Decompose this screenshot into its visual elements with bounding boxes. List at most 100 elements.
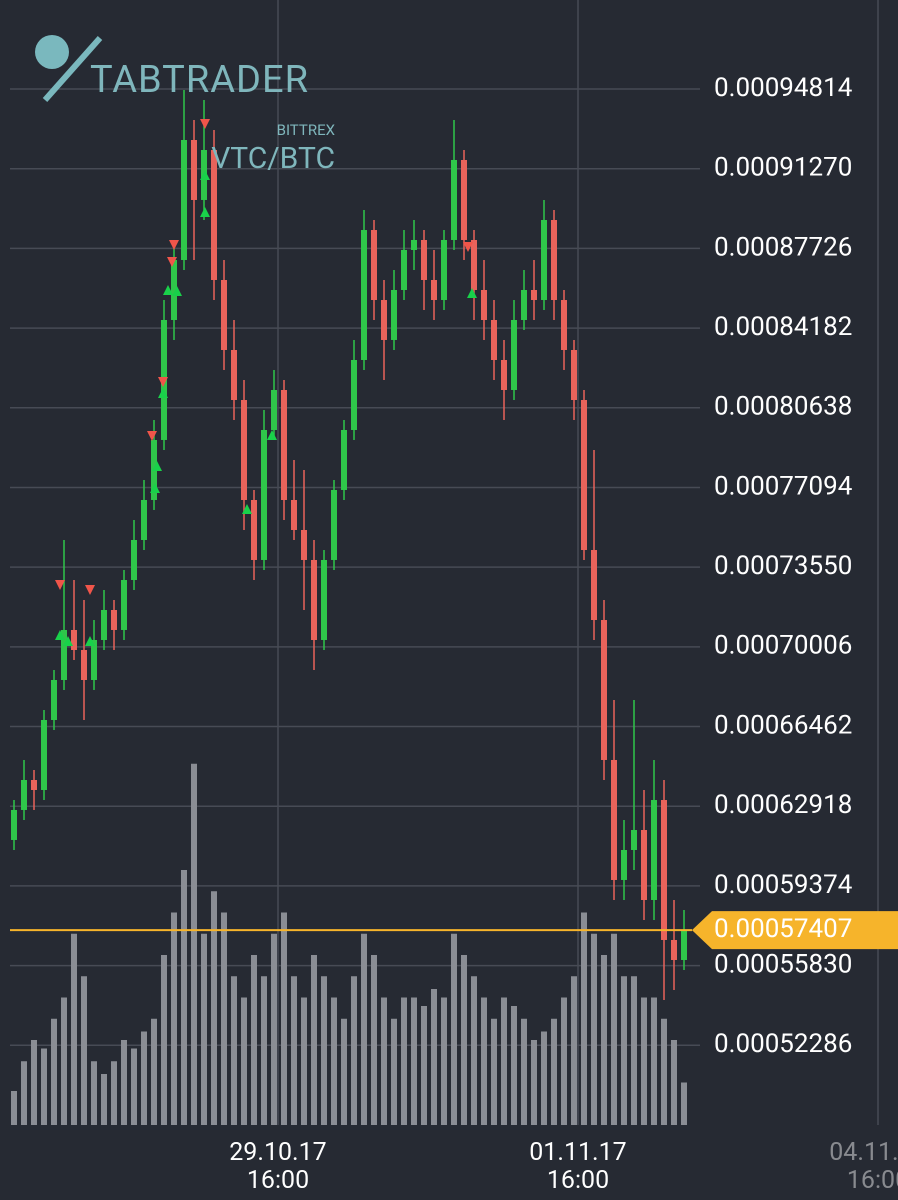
volume-bar (491, 1018, 497, 1125)
volume-bar (241, 997, 247, 1125)
candle-body (461, 159, 467, 240)
last-price-tag (692, 911, 898, 950)
candle-body (221, 279, 227, 350)
y-tick-label: 0.00073550 (714, 551, 852, 581)
candle-body (441, 239, 447, 301)
candle-body (671, 939, 677, 960)
buy-marker (467, 288, 477, 298)
buy-marker (163, 285, 173, 295)
volume-bar (91, 1061, 97, 1125)
volume-bar (631, 976, 637, 1125)
volume-bar (71, 933, 77, 1125)
volume-bar (411, 997, 417, 1125)
candle-body (531, 290, 537, 301)
volume-layer (11, 763, 687, 1125)
volume-bar (421, 1006, 427, 1125)
buy-marker (55, 630, 65, 640)
candle-body (121, 580, 127, 630)
y-tick-label: 0.00080638 (714, 392, 852, 422)
x-tick-label: 01.11.17 16:00 (529, 1138, 627, 1195)
volume-bar (581, 912, 587, 1125)
volume-bar (61, 997, 67, 1125)
candle-body (491, 319, 497, 361)
logo: TABTRADER BITTREX VTC/BTC (35, 35, 336, 176)
candle-body (51, 680, 57, 721)
volume-bar (11, 1091, 17, 1125)
candle-body (41, 720, 47, 791)
volume-bar (21, 1061, 27, 1125)
volume-bar (521, 1018, 527, 1125)
volume-bar (591, 933, 597, 1125)
volume-bar (511, 1006, 517, 1125)
candle-body (471, 239, 477, 291)
candle-body (331, 489, 337, 560)
volume-bar (651, 997, 657, 1125)
volume-bar (641, 997, 647, 1125)
volume-bar (371, 955, 377, 1125)
volume-bar (541, 1031, 547, 1125)
buy-marker (172, 286, 182, 296)
brand: TABTRADER (90, 58, 309, 102)
sell-marker (158, 377, 168, 387)
volume-bar (231, 976, 237, 1125)
volume-bar (401, 997, 407, 1125)
candle-body (631, 830, 637, 850)
grid (10, 0, 879, 1125)
buy-marker (85, 636, 95, 646)
sell-marker (147, 431, 157, 441)
candle-body (381, 300, 387, 340)
candle-layer (11, 89, 687, 1000)
candle-body (81, 650, 87, 681)
buy-marker (150, 483, 160, 493)
candle-body (271, 389, 277, 431)
volume-bar (161, 955, 167, 1125)
volume-bar (671, 1040, 677, 1125)
y-tick-label: 0.00066462 (714, 710, 852, 740)
candle-body (261, 430, 267, 560)
volume-bar (571, 976, 577, 1125)
buy-marker (267, 430, 277, 440)
candle-body (481, 290, 487, 320)
y-tick-label: 0.00070006 (714, 631, 852, 661)
volume-bar (611, 933, 617, 1125)
candle-body (411, 239, 417, 250)
trade-markers (55, 119, 477, 646)
volume-bar (461, 955, 467, 1125)
candle-body (61, 629, 67, 681)
volume-bar (351, 976, 357, 1125)
buy-marker (63, 636, 73, 646)
volume-bar (331, 997, 337, 1125)
volume-bar (681, 1082, 687, 1125)
y-tick-label: 0.00087726 (714, 232, 852, 262)
volume-bar (251, 955, 257, 1125)
candle-body (361, 230, 367, 361)
candle-body (371, 230, 377, 301)
volume-bar (431, 989, 437, 1125)
candle-body (101, 610, 107, 640)
volume-bar (261, 976, 267, 1125)
buy-marker (200, 207, 210, 217)
candle-body (351, 360, 357, 431)
candle-body (71, 629, 77, 651)
volume-bar (181, 870, 187, 1125)
candle-body (241, 400, 247, 500)
candle-body (191, 139, 197, 200)
volume-bar (41, 1048, 47, 1125)
volume-bar (361, 933, 367, 1125)
volume-bar (311, 955, 317, 1125)
candle-body (641, 830, 647, 901)
volume-bar (211, 891, 217, 1125)
volume-bar (221, 912, 227, 1125)
volume-bar (141, 1031, 147, 1125)
volume-bar (471, 976, 477, 1125)
buy-marker (242, 504, 252, 514)
x-tick-label: 29.10.17 16:00 (229, 1138, 327, 1195)
volume-bar (321, 976, 327, 1125)
candle-body (501, 360, 507, 390)
candle-body (511, 319, 517, 390)
volume-bar (191, 763, 197, 1125)
volume-bar (171, 912, 177, 1125)
candle-body (581, 400, 587, 551)
y-tick-label: 0.00084182 (714, 312, 852, 342)
